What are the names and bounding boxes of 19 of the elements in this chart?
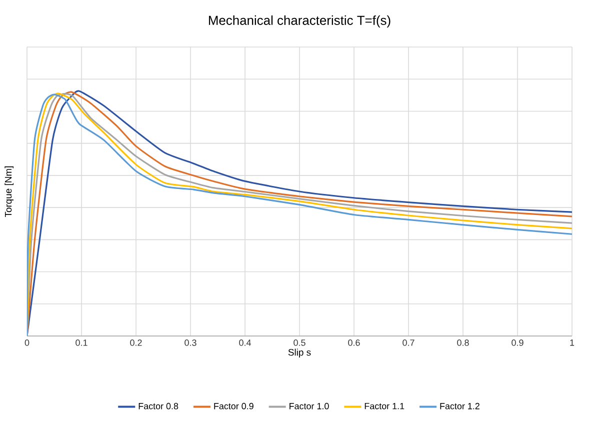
x-tick-label: 0.9 [512, 340, 524, 346]
x-tick-label: 0.7 [402, 340, 414, 346]
legend-label: Factor 1.2 [440, 402, 480, 410]
x-tick-label: 0.1 [76, 340, 88, 346]
x-tick-label: 0.8 [457, 340, 469, 346]
chart-title: Mechanical characteristic T=f(s) [208, 15, 390, 28]
legend-label: Factor 1.1 [364, 402, 404, 410]
x-tick-label: 0.2 [130, 340, 142, 346]
x-tick-label: 0.3 [184, 340, 196, 346]
x-tick-label: 0.6 [348, 340, 360, 346]
legend-label: Factor 0.8 [138, 402, 178, 410]
legend-label: Factor 1.0 [290, 402, 329, 410]
x-tick-label: 0 [24, 340, 30, 346]
legend-label: Factor 0.9 [214, 402, 254, 410]
x-tick-label: 0.4 [239, 340, 251, 346]
y-axis-title: Torque [Nm] [4, 166, 14, 218]
x-axis-title: Slip s [288, 348, 311, 358]
x-tick-label: 0.5 [294, 340, 306, 346]
x-tick-label: 1 [570, 340, 574, 346]
